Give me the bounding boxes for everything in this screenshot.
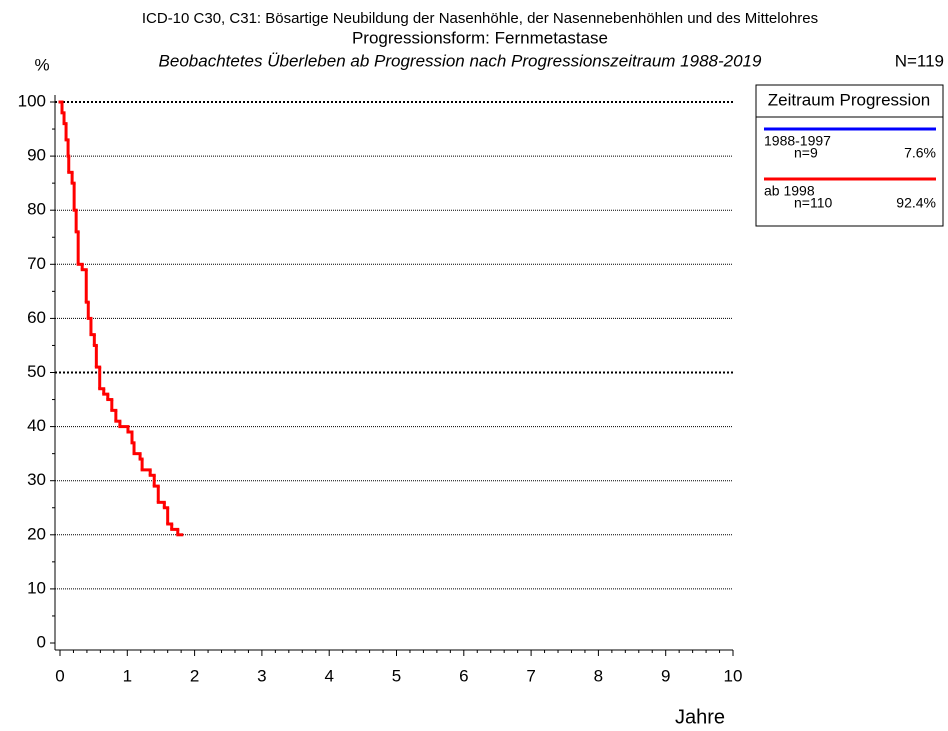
legend-title: Zeitraum Progression <box>768 90 931 109</box>
chart-subtitle: Progressionsform: Fernmetastase <box>352 28 608 47</box>
x-tick-label: 0 <box>55 666 64 685</box>
legend-label: ab 1998 <box>764 183 815 199</box>
x-tick-label: 5 <box>392 666 401 685</box>
x-tick-label: 3 <box>257 666 266 685</box>
legend-label: 1988-1997 <box>764 133 831 149</box>
y-tick-label: 40 <box>27 416 46 435</box>
legend-share: 92.4% <box>896 195 936 211</box>
y-tick-label: 0 <box>37 632 46 651</box>
legend-share: 7.6% <box>904 145 936 161</box>
y-tick-label: 80 <box>27 200 46 219</box>
legend-count: n=9 <box>794 145 818 161</box>
y-tick-label: 20 <box>27 524 46 543</box>
y-tick-label: 70 <box>27 254 46 273</box>
x-tick-label: 9 <box>661 666 670 685</box>
x-axis-label: Jahre <box>675 706 725 728</box>
chart-subtitle: Beobachtetes Überleben ab Progression na… <box>159 51 762 70</box>
legend-box <box>755 84 944 227</box>
x-tick-label: 6 <box>459 666 468 685</box>
x-tick-label: 1 <box>123 666 132 685</box>
x-tick-label: 10 <box>724 666 743 685</box>
legend-count: n=110 <box>794 195 832 211</box>
x-tick-label: 4 <box>324 666 333 685</box>
y-tick-label: 30 <box>27 470 46 489</box>
x-tick-label: 7 <box>526 666 535 685</box>
y-tick-label: 60 <box>27 308 46 327</box>
x-tick-label: 2 <box>190 666 199 685</box>
chart-title: ICD-10 C30, C31: Bösartige Neubildung de… <box>142 10 818 27</box>
y-tick-label: 100 <box>18 91 46 110</box>
y-axis-label: % <box>34 55 49 74</box>
y-tick-label: 50 <box>27 362 46 381</box>
y-tick-label: 90 <box>27 146 46 165</box>
x-tick-label: 8 <box>594 666 603 685</box>
y-tick-label: 10 <box>27 578 46 597</box>
total-count: N=119 <box>895 51 944 70</box>
